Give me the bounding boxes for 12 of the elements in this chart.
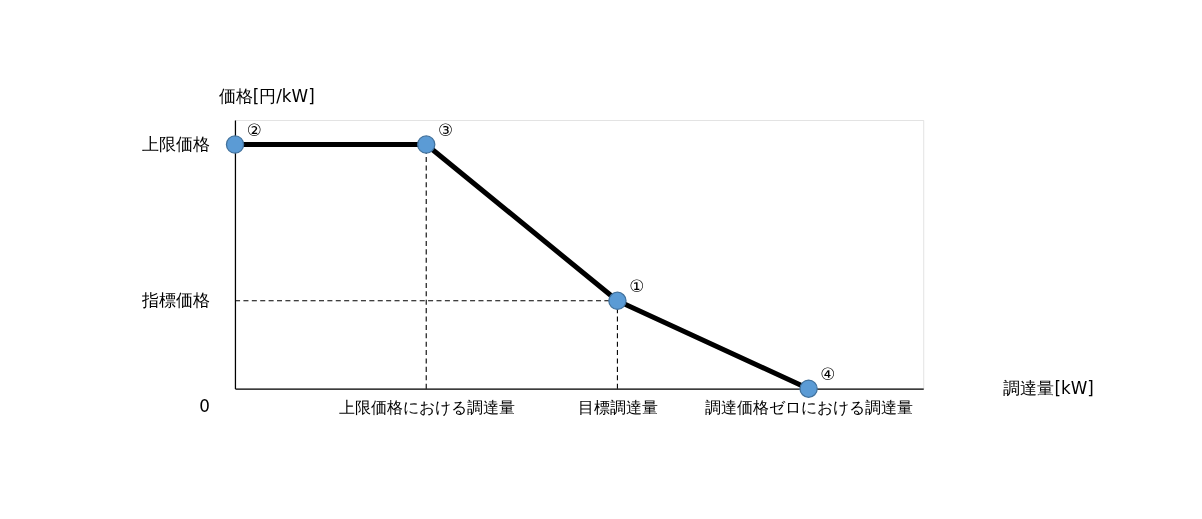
- text: ③: [437, 120, 453, 141]
- ref-line-label: 指標価格: [140, 289, 210, 310]
- text: ①: [629, 276, 645, 297]
- x-axis-title: 調達量[kW]: [1003, 378, 1094, 399]
- x-tick-label: 目標調達量: [577, 398, 658, 418]
- y-axis-title: 価格[円/kW]: [218, 86, 315, 107]
- text: ②: [246, 120, 262, 141]
- x-tick-label: 上限価格における調達量: [338, 398, 515, 418]
- text: 0: [199, 396, 210, 417]
- x-tick-label: 調達価格ゼロにおける調達量: [705, 398, 914, 418]
- text: ④: [820, 364, 836, 385]
- text: 上限価格: [141, 133, 210, 154]
